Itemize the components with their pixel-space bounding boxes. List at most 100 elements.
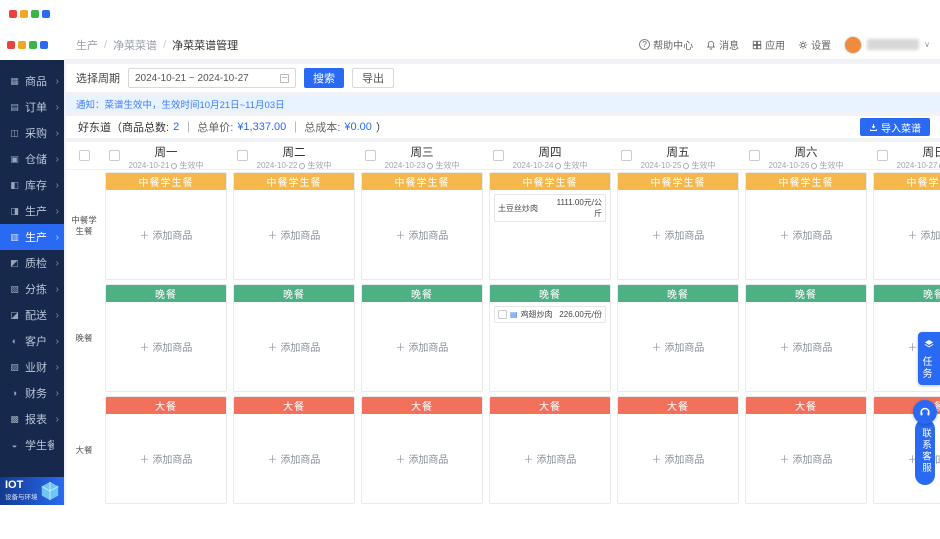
meal-cell: 大餐 ＋ 添加商品 <box>745 396 867 504</box>
add-product-link[interactable]: ＋ 添加商品 <box>139 231 193 242</box>
sidebar-item-label: 财务 <box>25 388 47 400</box>
meal-band: 大餐 <box>362 397 482 414</box>
sidebar-item-reports[interactable]: ▩ 报表 › <box>0 406 64 432</box>
sidebar-item-delivery[interactable]: ◪ 配送 › <box>0 302 64 328</box>
day-checkbox[interactable] <box>365 150 376 161</box>
settings-button[interactable]: 设置 <box>798 37 831 52</box>
day-checkbox[interactable] <box>493 150 504 161</box>
sidebar-item-sorting[interactable]: ▧ 分拣 › <box>0 276 64 302</box>
day-date-text: 2024-10-21 <box>128 161 170 169</box>
add-product-link[interactable]: ＋ 添加商品 <box>779 455 833 466</box>
add-product-link[interactable]: ＋ 添加商品 <box>395 455 449 466</box>
import-menu-button[interactable]: 导入菜谱 <box>860 118 930 136</box>
production-icon: ◨ <box>10 205 19 216</box>
sidebar-item-warehouse[interactable]: ▣ 仓储 › <box>0 146 64 172</box>
task-float-button[interactable]: 任务 <box>918 332 940 385</box>
day-header-sat: 周六 2024-10-26 生效中 <box>742 142 870 169</box>
help-center-button[interactable]: ? 帮助中心 <box>639 37 693 52</box>
account-menu[interactable]: ∨ <box>844 35 930 54</box>
breadcrumb-current: 净菜菜谱管理 <box>172 39 239 52</box>
add-product-link[interactable]: ＋ 添加商品 <box>139 455 193 466</box>
meal-cell: 大餐 ＋ 添加商品 <box>489 396 611 504</box>
add-product-link[interactable]: ＋ 添加商品 <box>651 343 705 354</box>
add-product-link[interactable]: ＋ 添加商品 <box>267 455 321 466</box>
sidebar-item-production-active[interactable]: ▥ 生产 › <box>0 224 64 250</box>
period-label: 选择周期 <box>76 73 120 85</box>
day-label: 周三 <box>410 147 434 159</box>
chevron-right-icon: › <box>55 387 59 399</box>
meal-cell: 晚餐 ＋ 添加商品 <box>617 284 739 392</box>
add-product-link[interactable]: ＋ 添加商品 <box>139 343 193 354</box>
sidebar-item-orders[interactable]: ▤ 订单 › <box>0 94 64 120</box>
search-button[interactable]: 搜索 <box>304 68 344 88</box>
add-product-link[interactable]: ＋ 添加商品 <box>651 455 705 466</box>
sidebar-item-inventory[interactable]: ◧ 库存 › <box>0 172 64 198</box>
meal-band: 中餐学生餐 <box>746 173 866 190</box>
add-product-link[interactable]: ＋ 添加商品 <box>523 455 577 466</box>
product-item[interactable]: 土豆丝炒肉 1111.00元/公斤 <box>494 194 606 222</box>
sorting-icon: ▧ <box>10 283 19 294</box>
meal-cells: 大餐 ＋ 添加商品 大餐 ＋ 添加商品 大餐 ＋ 添加商品 大餐 ＋ 添加商品 大餐 ＋ … <box>102 394 940 505</box>
add-product-link[interactable]: ＋ 添加商品 <box>267 231 321 242</box>
day-header-strip: 周一 2024-10-21 生效中 周二 2024-10-22 生效中 周三 2024-1… <box>102 142 940 169</box>
sidebar-item-business-finance[interactable]: ▨ 业财 › <box>0 354 64 380</box>
brand-bar-icon <box>7 41 15 49</box>
add-product-link[interactable]: ＋ 添加商品 <box>267 343 321 354</box>
brand-logo <box>9 10 50 18</box>
product-name: 鸡翅炒肉 <box>520 310 553 319</box>
meal-band: 中餐学生餐 <box>490 173 610 190</box>
warehouse-icon: ▣ <box>10 153 19 164</box>
add-product-link[interactable]: ＋ 添加商品 <box>395 343 449 354</box>
day-date-text: 2024-10-22 <box>256 161 298 169</box>
iot-subtitle: 设备与环境 <box>5 494 38 501</box>
add-product-link[interactable]: ＋ 添加商品 <box>779 343 833 354</box>
stats-suffix: ） <box>375 122 387 134</box>
add-product-link[interactable]: ＋ 添加商品 <box>907 231 940 242</box>
sidebar-item-quality[interactable]: ◩ 质检 › <box>0 250 64 276</box>
meal-band: 晚餐 <box>490 285 610 302</box>
clock-icon <box>811 162 818 169</box>
quality-icon: ◩ <box>10 257 19 268</box>
sidebar-item-purchase[interactable]: ◫ 采购 › <box>0 120 64 146</box>
day-date: 2024-10-25 生效中 <box>614 160 742 169</box>
add-product-link[interactable]: ＋ 添加商品 <box>651 231 705 242</box>
day-label: 周五 <box>666 147 690 159</box>
date-range-input[interactable]: 2024-10-21 ~ 2024-10-27 <box>128 68 296 88</box>
day-status: 生效中 <box>563 161 588 169</box>
add-product-link[interactable]: ＋ 添加商品 <box>779 231 833 242</box>
customer-service-float[interactable]: 联系客服 <box>913 400 937 485</box>
day-status: 生效中 <box>307 161 332 169</box>
sidebar-item-customers[interactable]: ◐ 客户 › <box>0 328 64 354</box>
day-checkbox[interactable] <box>877 150 888 161</box>
day-checkbox[interactable] <box>109 150 120 161</box>
export-button[interactable]: 导出 <box>352 68 394 88</box>
breadcrumb-item[interactable]: 净菜菜谱 <box>113 39 158 52</box>
meal-row-label: 大餐 <box>75 444 93 455</box>
sidebar-item-production[interactable]: ◨ 生产 › <box>0 198 64 224</box>
sidebar-item-student-meal[interactable]: ◒ 学生餐 <box>0 432 64 458</box>
sidebar-item-finance[interactable]: ◑ 财务 › <box>0 380 64 406</box>
day-checkbox[interactable] <box>237 150 248 161</box>
total-price: ¥1,337.00 <box>237 121 287 133</box>
messages-button[interactable]: 消息 <box>706 37 739 52</box>
day-checkbox[interactable] <box>621 150 632 161</box>
sidebar-item-goods[interactable]: ▦ 商品 › <box>0 68 64 94</box>
day-header-mon: 周一 2024-10-21 生效中 <box>102 142 230 169</box>
add-product-link[interactable]: ＋ 添加商品 <box>395 231 449 242</box>
grid-corner <box>66 142 102 169</box>
brand-bar-icon <box>18 41 26 49</box>
meal-row-feast: 大餐 大餐 ＋ 添加商品 大餐 ＋ 添加商品 大餐 ＋ 添加商品 大餐 ＋ 添加商品 大… <box>66 394 940 505</box>
iot-banner[interactable]: IOT 设备与环境 <box>0 477 64 505</box>
product-checkbox[interactable] <box>498 310 507 319</box>
day-label: 周四 <box>538 147 562 159</box>
breadcrumb-item[interactable]: 生产 <box>76 39 98 52</box>
stats-prefix: 好东道（商品总数: <box>78 122 170 134</box>
day-status: 生效中 <box>691 161 716 169</box>
product-item[interactable]: ▤ 鸡翅炒肉 226.00元/份 <box>494 306 606 323</box>
day-label: 周日 <box>922 147 940 159</box>
day-checkbox[interactable] <box>749 150 760 161</box>
apps-button[interactable]: 应用 <box>752 37 785 52</box>
apps-label: 应用 <box>765 41 786 52</box>
select-all-checkbox[interactable] <box>78 150 90 161</box>
clock-icon <box>683 162 690 169</box>
